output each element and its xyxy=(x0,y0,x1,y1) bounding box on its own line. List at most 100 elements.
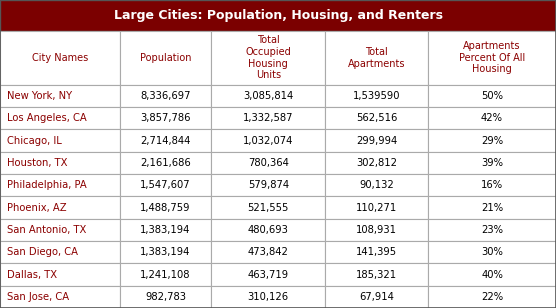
Text: New York, NY: New York, NY xyxy=(7,91,72,101)
Text: 302,812: 302,812 xyxy=(356,158,397,168)
Bar xyxy=(0,219,120,241)
Text: 1,032,074: 1,032,074 xyxy=(243,136,294,145)
Text: 1,539590: 1,539590 xyxy=(353,91,400,101)
Text: 1,332,587: 1,332,587 xyxy=(243,113,294,123)
Bar xyxy=(428,286,556,308)
Bar xyxy=(211,174,325,197)
Bar xyxy=(120,286,211,308)
Bar xyxy=(0,107,120,129)
Text: Phoenix, AZ: Phoenix, AZ xyxy=(7,203,66,213)
Text: San Antonio, TX: San Antonio, TX xyxy=(7,225,86,235)
Bar xyxy=(211,241,325,263)
Bar xyxy=(428,107,556,129)
Text: 21%: 21% xyxy=(481,203,503,213)
Text: 30%: 30% xyxy=(481,247,503,257)
Bar xyxy=(211,263,325,286)
Text: 2,161,686: 2,161,686 xyxy=(140,158,191,168)
Text: 67,914: 67,914 xyxy=(359,292,394,302)
Bar xyxy=(120,263,211,286)
Text: 299,994: 299,994 xyxy=(356,136,398,145)
Bar xyxy=(211,152,325,174)
Bar xyxy=(211,31,325,85)
Bar xyxy=(0,0,556,31)
Text: 780,364: 780,364 xyxy=(248,158,289,168)
Bar xyxy=(120,197,211,219)
Bar xyxy=(325,197,428,219)
Bar xyxy=(211,219,325,241)
Bar xyxy=(428,174,556,197)
Text: 8,336,697: 8,336,697 xyxy=(140,91,191,101)
Bar xyxy=(325,129,428,152)
Bar xyxy=(428,152,556,174)
Bar xyxy=(325,107,428,129)
Bar xyxy=(0,152,120,174)
Bar xyxy=(0,174,120,197)
Bar xyxy=(0,263,120,286)
Bar xyxy=(120,219,211,241)
Text: 16%: 16% xyxy=(481,180,503,190)
Text: 1,241,108: 1,241,108 xyxy=(140,270,191,279)
Text: 108,931: 108,931 xyxy=(356,225,397,235)
Bar xyxy=(325,263,428,286)
Text: City Names: City Names xyxy=(32,53,88,63)
Text: 40%: 40% xyxy=(481,270,503,279)
Bar xyxy=(428,219,556,241)
Bar xyxy=(428,263,556,286)
Bar xyxy=(325,174,428,197)
Bar xyxy=(120,174,211,197)
Text: 185,321: 185,321 xyxy=(356,270,397,279)
Text: 42%: 42% xyxy=(481,113,503,123)
Bar xyxy=(120,152,211,174)
Text: Houston, TX: Houston, TX xyxy=(7,158,67,168)
Text: 463,719: 463,719 xyxy=(248,270,289,279)
Bar xyxy=(428,85,556,107)
Bar xyxy=(325,241,428,263)
Bar xyxy=(211,85,325,107)
Bar xyxy=(120,241,211,263)
Text: 579,874: 579,874 xyxy=(248,180,289,190)
Bar xyxy=(0,286,120,308)
Text: 23%: 23% xyxy=(481,225,503,235)
Text: 141,395: 141,395 xyxy=(356,247,397,257)
Text: Total
Occupied
Housing
Units: Total Occupied Housing Units xyxy=(245,35,291,80)
Text: 110,271: 110,271 xyxy=(356,203,398,213)
Text: 473,842: 473,842 xyxy=(248,247,289,257)
Text: 1,547,607: 1,547,607 xyxy=(140,180,191,190)
Bar xyxy=(0,197,120,219)
Text: Philadelphia, PA: Philadelphia, PA xyxy=(7,180,86,190)
Text: 50%: 50% xyxy=(481,91,503,101)
Text: 562,516: 562,516 xyxy=(356,113,398,123)
Bar xyxy=(211,107,325,129)
Bar xyxy=(325,85,428,107)
Text: Chicago, IL: Chicago, IL xyxy=(7,136,61,145)
Text: 22%: 22% xyxy=(481,292,503,302)
Bar xyxy=(211,129,325,152)
Bar xyxy=(428,241,556,263)
Bar xyxy=(325,152,428,174)
Bar xyxy=(211,197,325,219)
Bar xyxy=(428,31,556,85)
Text: 39%: 39% xyxy=(481,158,503,168)
Text: 90,132: 90,132 xyxy=(359,180,394,190)
Bar xyxy=(0,85,120,107)
Text: 1,383,194: 1,383,194 xyxy=(140,225,191,235)
Text: Large Cities: Population, Housing, and Renters: Large Cities: Population, Housing, and R… xyxy=(113,9,443,22)
Text: 982,783: 982,783 xyxy=(145,292,186,302)
Text: Apartments
Percent Of All
Housing: Apartments Percent Of All Housing xyxy=(459,41,525,74)
Text: 3,085,814: 3,085,814 xyxy=(243,91,294,101)
Bar xyxy=(120,31,211,85)
Bar xyxy=(428,197,556,219)
Text: 29%: 29% xyxy=(481,136,503,145)
Text: 2,714,844: 2,714,844 xyxy=(140,136,191,145)
Text: Los Angeles, CA: Los Angeles, CA xyxy=(7,113,86,123)
Text: 1,383,194: 1,383,194 xyxy=(140,247,191,257)
Text: 480,693: 480,693 xyxy=(248,225,289,235)
Bar xyxy=(120,107,211,129)
Bar xyxy=(325,219,428,241)
Bar xyxy=(325,286,428,308)
Text: Dallas, TX: Dallas, TX xyxy=(7,270,57,279)
Text: San Diego, CA: San Diego, CA xyxy=(7,247,78,257)
Bar xyxy=(120,85,211,107)
Bar xyxy=(0,31,120,85)
Text: 3,857,786: 3,857,786 xyxy=(140,113,191,123)
